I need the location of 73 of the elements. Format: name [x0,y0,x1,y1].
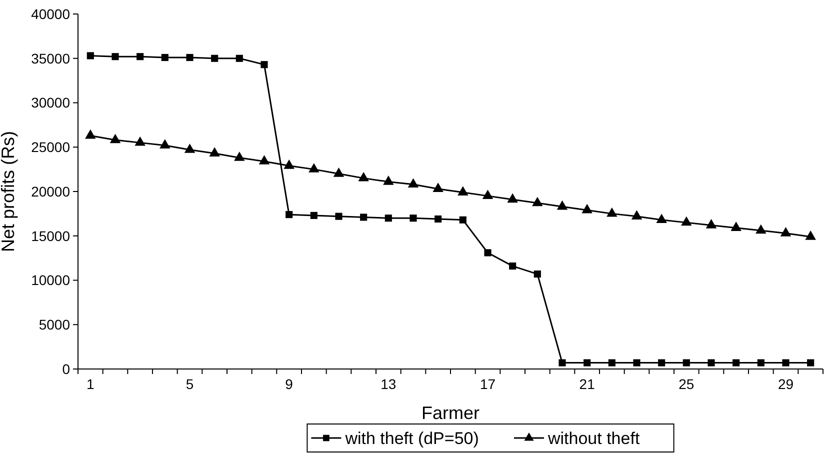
point [110,134,121,144]
point [333,168,344,177]
y-tick-label: 30000 [31,94,70,111]
point [732,359,740,366]
point [631,210,642,220]
point [558,359,566,366]
point [805,230,816,240]
legend-label: without theft [547,428,640,448]
point [134,136,146,146]
point [584,359,591,366]
point [606,207,618,217]
legend-label: with theft (dP=50) [344,428,479,448]
point [432,182,444,192]
y-tick-label: 0 [62,360,70,377]
point [310,212,318,219]
x-tick-label: 17 [480,376,496,392]
point [484,249,492,256]
y-axis-title: Net profits (Rs) [0,130,18,252]
x-tick-label: 5 [186,376,194,392]
point [234,152,245,161]
point [184,144,196,153]
point [807,359,814,366]
point [286,211,293,218]
point [358,172,369,182]
point [633,359,640,366]
y-tick-label: 5000 [38,316,70,333]
point [434,215,442,223]
point [706,219,717,228]
point [410,214,417,222]
point [782,359,790,366]
point [532,196,543,206]
y-tick-label: 10000 [31,272,70,288]
point [458,186,468,196]
point [482,190,494,200]
point [658,359,666,366]
point [582,204,592,214]
point [160,139,170,148]
x-tick-label: 9 [285,376,294,392]
x-tick-label: 29 [778,376,794,392]
point [708,359,715,366]
point [408,178,419,188]
point [608,359,616,366]
x-tick-label: 1 [86,376,95,392]
point [384,214,392,222]
point [459,216,466,224]
x-tick-label: 25 [678,376,694,392]
point [507,193,518,203]
point [534,270,541,278]
y-tick-label: 25000 [31,139,70,156]
point [756,224,766,234]
point [209,147,220,156]
point [681,216,692,226]
point [85,129,96,139]
x-axis-title: Farmer [422,403,480,423]
y-tick-label: 15000 [31,228,70,244]
x-tick-label: 21 [579,376,596,392]
point [556,200,568,210]
point [284,160,294,169]
point [360,214,368,221]
point [258,155,270,164]
point [335,212,342,220]
point [509,262,516,270]
point [682,359,690,366]
y-tick-label: 20000 [31,183,70,200]
point [383,176,394,185]
y-tick-label: 40000 [31,6,70,22]
point [656,214,667,223]
y-tick-label: 35000 [31,50,70,66]
point [308,163,320,172]
point [730,222,742,231]
point [757,359,764,366]
point [780,227,792,236]
x-tick-label: 13 [380,376,396,392]
